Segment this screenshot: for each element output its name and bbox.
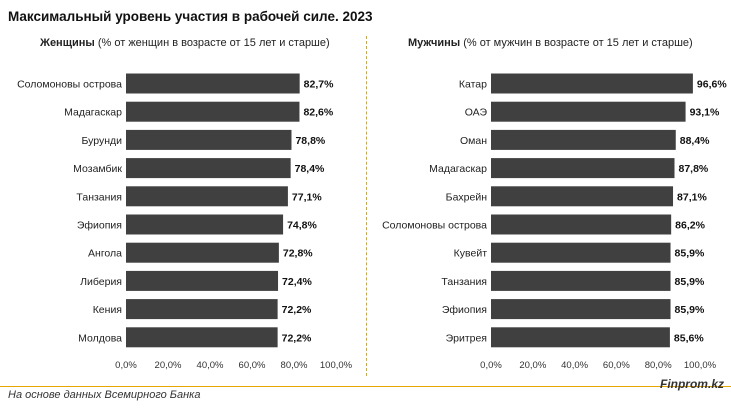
chart-title: Максимальный уровень участия в рабочей с… bbox=[8, 9, 373, 24]
women-x-tick-label: 100,0% bbox=[320, 360, 353, 371]
men-bar bbox=[491, 73, 693, 94]
women-x-tick-label: 0,0% bbox=[115, 360, 137, 371]
men-category-label: Оман bbox=[460, 135, 487, 147]
men-value-label: 85,9% bbox=[675, 304, 705, 316]
women-x-tick-label: 80,0% bbox=[281, 360, 308, 371]
panel-divider bbox=[366, 36, 367, 376]
women-value-label: 74,8% bbox=[287, 220, 317, 232]
men-x-tick-label: 20,0% bbox=[519, 360, 546, 371]
men-bar bbox=[491, 129, 676, 150]
right-panel-title: Мужчины (% от мужчин в возрасте от 15 ле… bbox=[408, 37, 693, 49]
men-value-label: 88,4% bbox=[680, 135, 710, 147]
women-value-label: 72,8% bbox=[283, 248, 313, 260]
women-x-tick-label: 40,0% bbox=[197, 360, 224, 371]
women-bar bbox=[126, 327, 278, 348]
footer-rule bbox=[0, 386, 731, 387]
brand-logo-text: Finprom.kz bbox=[659, 377, 724, 391]
men-value-label: 96,6% bbox=[697, 79, 727, 91]
right-panel-title-bold: Мужчины bbox=[408, 37, 461, 49]
women-value-label: 77,1% bbox=[292, 191, 322, 203]
men-category-label: Эритрея bbox=[446, 332, 487, 344]
men-bar bbox=[491, 299, 671, 320]
women-bar bbox=[126, 186, 288, 207]
women-category-label: Танзания bbox=[76, 191, 122, 203]
men-x-tick-label: 100,0% bbox=[684, 360, 717, 371]
men-bar bbox=[491, 270, 671, 291]
women-category-label: Соломоновы острова bbox=[17, 79, 122, 91]
women-value-label: 82,6% bbox=[303, 107, 333, 119]
men-value-label: 85,6% bbox=[674, 332, 704, 344]
women-bar bbox=[126, 101, 300, 122]
men-category-label: Кувейт bbox=[454, 248, 488, 260]
women-bar bbox=[126, 299, 278, 320]
men-bar-chart: Катар 96,6% ОАЭ 93,1% Оман 88,4% Мадагаскар 87,… bbox=[382, 73, 727, 371]
women-category-label: Либерия bbox=[80, 276, 122, 288]
men-category-label: Бахрейн bbox=[446, 191, 488, 203]
women-bar bbox=[126, 129, 292, 150]
men-bar bbox=[491, 158, 675, 179]
women-bar-chart: Соломоновы острова 82,7% Мадагаскар 82,6% Бу… bbox=[17, 73, 353, 371]
source-note: На основе данных Всемирного Банка bbox=[8, 389, 201, 401]
women-bar bbox=[126, 158, 291, 179]
women-x-tick-label: 60,0% bbox=[239, 360, 266, 371]
women-value-label: 72,2% bbox=[282, 304, 312, 316]
women-value-label: 72,4% bbox=[282, 276, 312, 288]
women-category-label: Мадагаскар bbox=[64, 107, 122, 119]
men-x-tick-label: 0,0% bbox=[480, 360, 502, 371]
men-value-label: 85,9% bbox=[675, 248, 705, 260]
men-value-label: 85,9% bbox=[675, 276, 705, 288]
women-value-label: 78,8% bbox=[295, 135, 325, 147]
women-category-label: Кения bbox=[93, 304, 122, 316]
men-category-label: Соломоновы острова bbox=[382, 220, 487, 232]
women-value-label: 78,4% bbox=[295, 163, 325, 175]
women-bar bbox=[126, 73, 300, 94]
women-category-label: Бурунди bbox=[81, 135, 122, 147]
women-x-tick-label: 20,0% bbox=[155, 360, 182, 371]
men-x-tick-label: 80,0% bbox=[645, 360, 672, 371]
men-category-label: Катар bbox=[459, 79, 487, 91]
men-bar bbox=[491, 242, 671, 263]
left-panel-title-bold: Женщины bbox=[40, 37, 95, 49]
men-bar bbox=[491, 101, 686, 122]
men-bar bbox=[491, 214, 672, 235]
left-panel-title-rest: (% от женщин в возрасте от 15 лет и стар… bbox=[94, 37, 330, 49]
women-category-label: Молдова bbox=[78, 332, 122, 344]
men-category-label: Мадагаскар bbox=[429, 163, 487, 175]
left-panel-title: Женщины (% от женщин в возрасте от 15 ле… bbox=[40, 37, 330, 49]
men-value-label: 87,8% bbox=[679, 163, 709, 175]
men-x-tick-label: 60,0% bbox=[603, 360, 630, 371]
men-category-label: ОАЭ bbox=[465, 107, 488, 119]
men-bar bbox=[491, 186, 674, 207]
women-category-label: Ангола bbox=[88, 248, 122, 260]
men-x-tick-label: 40,0% bbox=[561, 360, 588, 371]
right-panel-title-rest: (% от мужчин в возрасте от 15 лет и стар… bbox=[460, 37, 693, 49]
men-bar bbox=[491, 327, 670, 348]
men-value-label: 86,2% bbox=[675, 220, 705, 232]
men-value-label: 93,1% bbox=[690, 107, 720, 119]
women-category-label: Мозамбик bbox=[73, 163, 122, 175]
men-value-label: 87,1% bbox=[677, 191, 707, 203]
women-bar bbox=[126, 214, 284, 235]
women-value-label: 72,2% bbox=[282, 332, 312, 344]
men-category-label: Эфиопия bbox=[442, 304, 487, 316]
women-bar bbox=[126, 270, 279, 291]
women-value-label: 82,7% bbox=[304, 79, 334, 91]
men-category-label: Танзания bbox=[441, 276, 487, 288]
women-category-label: Эфиопия bbox=[77, 220, 122, 232]
women-bar bbox=[126, 242, 279, 263]
